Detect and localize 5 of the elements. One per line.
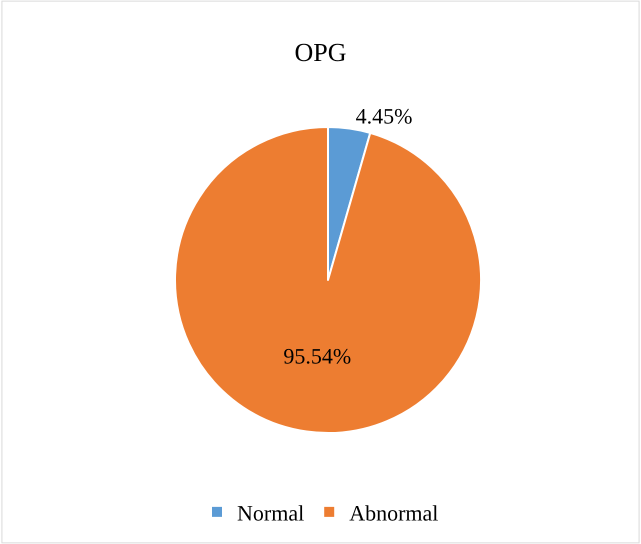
chart-title: OPG	[294, 38, 347, 68]
data-label: 95.54%	[283, 343, 352, 368]
legend-label: Normal	[237, 500, 304, 526]
legend-label: Abnormal	[349, 500, 438, 526]
data-label: 4.45%	[356, 104, 412, 129]
